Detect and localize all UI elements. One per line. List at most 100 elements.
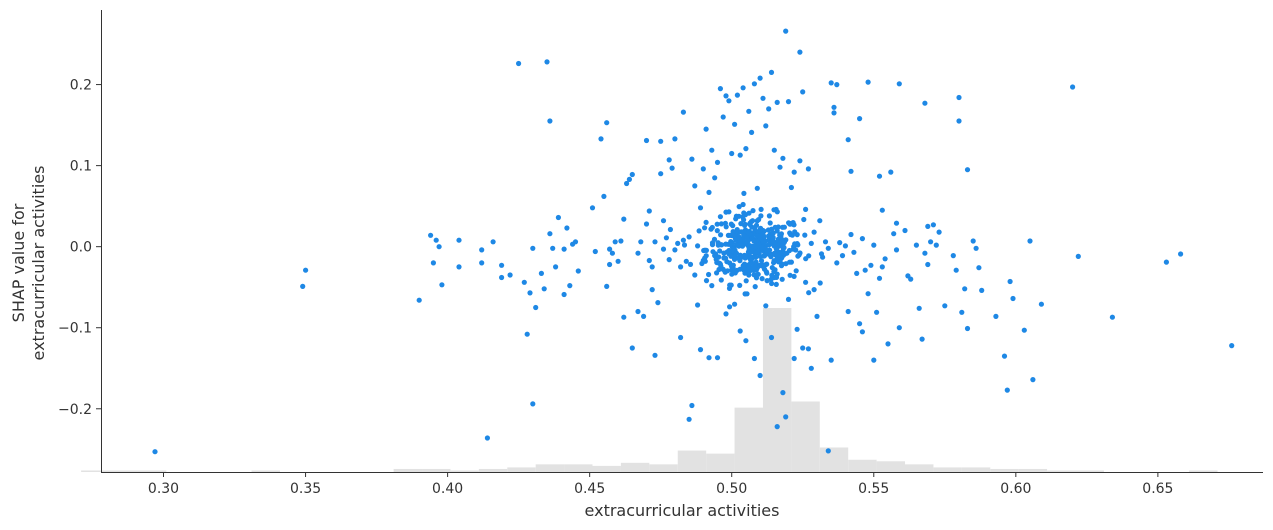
- scatter-point: [780, 224, 786, 230]
- scatter-point: [675, 240, 681, 246]
- scatter-point: [811, 229, 817, 235]
- scatter-point: [783, 414, 789, 420]
- scatter-point: [913, 242, 920, 248]
- scatter-point: [825, 245, 831, 251]
- scatter-point: [772, 241, 778, 247]
- scatter-point: [956, 118, 962, 124]
- scatter-point: [803, 279, 809, 285]
- scatter-point: [697, 205, 704, 211]
- scatter-points: [152, 28, 1235, 455]
- scatter-point: [717, 248, 723, 254]
- scatter-point: [541, 286, 547, 292]
- scatter-point: [888, 169, 894, 175]
- scatter-point: [800, 345, 806, 351]
- scatter-point: [686, 234, 692, 240]
- scatter-point: [796, 252, 802, 258]
- scatter-point: [718, 232, 724, 238]
- scatter-point: [499, 262, 505, 268]
- scatter-point: [759, 263, 765, 269]
- scatter-point: [680, 109, 687, 115]
- scatter-point: [709, 224, 715, 231]
- scatter-point: [715, 240, 721, 246]
- scatter-point: [797, 49, 803, 55]
- scatter-point: [729, 271, 735, 277]
- scatter-point: [922, 250, 928, 256]
- scatter-point: [629, 345, 635, 351]
- scatter-point: [865, 291, 871, 297]
- x-tick-label: 0.55: [858, 481, 889, 497]
- scatter-point: [752, 284, 758, 290]
- scatter-point: [759, 244, 766, 250]
- scatter-point: [742, 270, 748, 276]
- scatter-point: [839, 253, 846, 259]
- scatter-point: [516, 60, 522, 67]
- scatter-point: [695, 243, 701, 249]
- x-tick-label: 0.40: [432, 481, 463, 497]
- scatter-point: [714, 228, 720, 234]
- scatter-point: [741, 190, 747, 196]
- scatter-point: [643, 137, 650, 144]
- histogram-bar: [734, 407, 763, 472]
- scatter-point: [758, 258, 765, 264]
- scatter-point: [300, 283, 306, 289]
- x-tick-label: 0.50: [716, 481, 747, 497]
- scatter-point: [547, 118, 553, 124]
- scatter-point: [706, 189, 712, 195]
- scatter-point: [801, 216, 807, 223]
- scatter-point: [789, 232, 796, 238]
- scatter-point: [678, 334, 684, 341]
- histogram-bar: [81, 470, 110, 472]
- scatter-point: [868, 262, 874, 268]
- y-axis-ticks: −0.2 −0.1 0.0 0.1 0.2: [58, 78, 101, 418]
- scatter-point: [723, 93, 729, 99]
- histogram-bar: [706, 453, 735, 472]
- scatter-point: [805, 166, 812, 172]
- scatter-point: [834, 82, 840, 88]
- scatter-point: [714, 355, 721, 361]
- histogram-bar: [1018, 468, 1048, 472]
- scatter-point: [1109, 314, 1115, 320]
- scatter-point: [763, 123, 769, 129]
- scatter-point: [793, 268, 799, 274]
- scatter-point: [730, 229, 736, 235]
- scatter-point: [808, 240, 814, 246]
- scatter-point: [624, 180, 630, 187]
- scatter-point: [1001, 353, 1008, 359]
- histogram-bar: [1047, 470, 1076, 472]
- scatter-point: [794, 326, 800, 332]
- scatter-point: [1027, 238, 1033, 244]
- scatter-point: [785, 296, 792, 302]
- scatter-point: [712, 251, 719, 257]
- scatter-point: [718, 277, 724, 283]
- scatter-point: [567, 283, 573, 289]
- scatter-point: [723, 224, 729, 230]
- scatter-point: [479, 260, 485, 266]
- scatter-point: [773, 246, 780, 252]
- histogram-bar: [450, 470, 479, 472]
- scatter-point: [743, 338, 749, 344]
- x-tick-label: 0.60: [1000, 481, 1031, 497]
- histogram-bar: [137, 470, 167, 472]
- scatter-point: [845, 308, 851, 315]
- y-axis-label-line-1: SHAP value for: [9, 203, 28, 322]
- scatter-point: [484, 435, 490, 441]
- scatter-point: [834, 260, 840, 266]
- scatter-point: [635, 308, 641, 315]
- scatter-point: [703, 278, 710, 284]
- scatter-point: [817, 280, 823, 286]
- scatter-point: [723, 209, 729, 215]
- scatter-point: [794, 232, 800, 238]
- scatter-point: [728, 253, 734, 259]
- scatter-point: [456, 237, 462, 243]
- histogram-bar: [990, 468, 1019, 472]
- scatter-point: [742, 221, 748, 227]
- scatter-point: [507, 272, 513, 278]
- scatter-point: [741, 229, 747, 235]
- scatter-point: [791, 169, 797, 175]
- scatter-point: [775, 224, 781, 230]
- scatter-point: [759, 276, 765, 282]
- scatter-point: [530, 245, 536, 251]
- scatter-point: [678, 264, 684, 270]
- scatter-point: [618, 238, 624, 244]
- scatter-point: [666, 157, 672, 163]
